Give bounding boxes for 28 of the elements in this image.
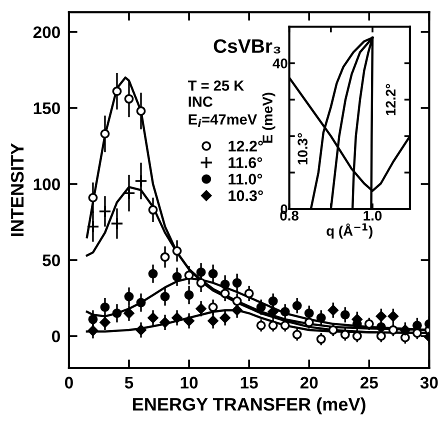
x-axis-title: q (Å$^{−1}$) [326, 223, 372, 239]
annotation: T = 25 K [188, 80, 244, 91]
x-tick-label: 5 [124, 376, 134, 389]
y-tick-label: 40 [272, 58, 288, 68]
x-tick-label: 20 [300, 376, 318, 389]
x-tick-label: 1.0 [364, 210, 382, 221]
annotation: 12.2° [386, 84, 396, 116]
y-tick-label: 200 [33, 26, 60, 38]
x-tick-label: 10 [180, 376, 198, 389]
x-tick-label: 0 [64, 376, 73, 389]
annotation: 10.3° [298, 133, 308, 164]
x-axis-title: ENERGY TRANSFER (meV) [133, 397, 366, 414]
legend-label: 11.0° [228, 174, 262, 185]
x-tick-label: 15 [240, 376, 258, 389]
y-axis-title: E (meV) [262, 92, 276, 143]
legend-label: 10.3° [228, 190, 263, 202]
legend-label: 12.2° [228, 140, 263, 152]
legend-label: 11.6° [228, 157, 262, 168]
y-tick-label: 0 [52, 330, 60, 342]
y-axis-title: INTENSITY [10, 143, 24, 236]
annotation: CsVBr₃ [214, 39, 280, 54]
x-tick-label: 25 [360, 376, 378, 389]
annotation: INC [188, 96, 213, 107]
y-tick-label: 50 [42, 254, 60, 266]
annotation: E$_{i}$=47meV [188, 114, 258, 127]
x-tick-label: 30 [420, 376, 438, 389]
y-tick-label: 150 [34, 102, 60, 114]
y-tick-label: 100 [34, 178, 60, 190]
